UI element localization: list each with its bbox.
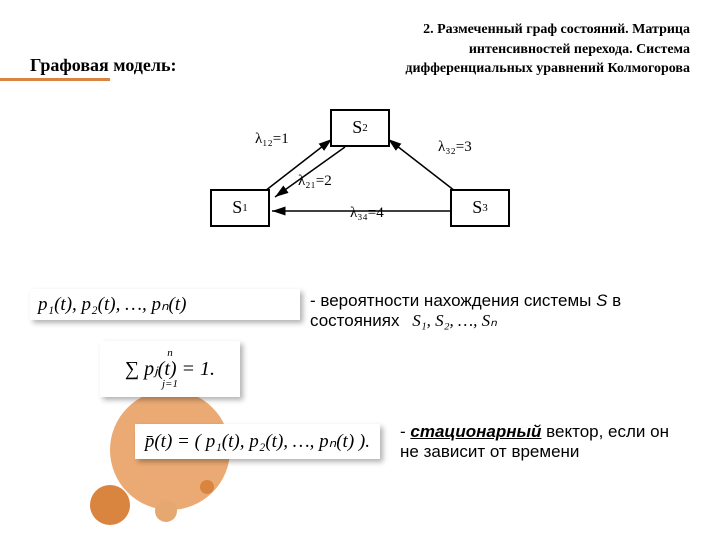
title-line-3: дифференциальных уравнений Колмогорова: [370, 59, 690, 79]
title-line-1: 2. Размеченный граф состояний. Матрица: [370, 20, 690, 40]
prob-text-s: S: [596, 291, 607, 310]
states-list: S₁, S₂, …, Sₙ: [412, 311, 497, 330]
edge-label: λ₃₄=4: [350, 205, 384, 222]
deco-circle-tiny: [200, 480, 214, 494]
edge-label: λ₃₂=3: [438, 139, 472, 156]
vec-emph: стационарный: [410, 422, 541, 441]
probability-definition: p₁(t), p₂(t), …, pₙ(t) - вероятности нах…: [0, 289, 720, 331]
vector-definition: p̄(t) = ( p₁(t), p₂(t), …, pₙ(t) ). - ст…: [0, 422, 720, 462]
page-title-left: Графовая модель:: [30, 20, 370, 79]
edge-label: λ₂₁=2: [298, 173, 332, 190]
accent-line: [0, 78, 110, 81]
prob-text-prefix: - вероятности нахождения системы: [310, 291, 596, 310]
vec-description: - стационарный вектор, если он не зависи…: [400, 422, 690, 462]
deco-circle-small: [155, 500, 177, 522]
edge-label: λ₁₂=1: [255, 131, 289, 148]
graph-node-S2: S2: [330, 109, 390, 147]
state-graph: S1 S2 S3 λ₁₂=1 λ₂₁=2 λ₃₂=3 λ₃₄=4: [160, 99, 560, 259]
graph-node-S1: S1: [210, 189, 270, 227]
sum-formula: n ∑ pⱼ(t) = 1. j=1: [100, 341, 240, 397]
prob-formula: p₁(t), p₂(t), …, pₙ(t): [30, 289, 300, 320]
sum-bot: j=1: [125, 379, 215, 390]
sum-body: ∑ pⱼ(t) = 1.: [125, 359, 215, 379]
header: Графовая модель: 2. Размеченный граф сос…: [0, 0, 720, 89]
graph-node-S3: S3: [450, 189, 510, 227]
vec-prefix: -: [400, 422, 410, 441]
title-line-2: интенсивностей перехода. Система: [370, 40, 690, 60]
prob-description: - вероятности нахождения системы S в сос…: [300, 289, 690, 331]
deco-circle-med: [90, 485, 130, 525]
page-title-right: 2. Размеченный граф состояний. Матрица и…: [370, 20, 690, 79]
vec-formula: p̄(t) = ( p₁(t), p₂(t), …, pₙ(t) ).: [135, 424, 380, 459]
